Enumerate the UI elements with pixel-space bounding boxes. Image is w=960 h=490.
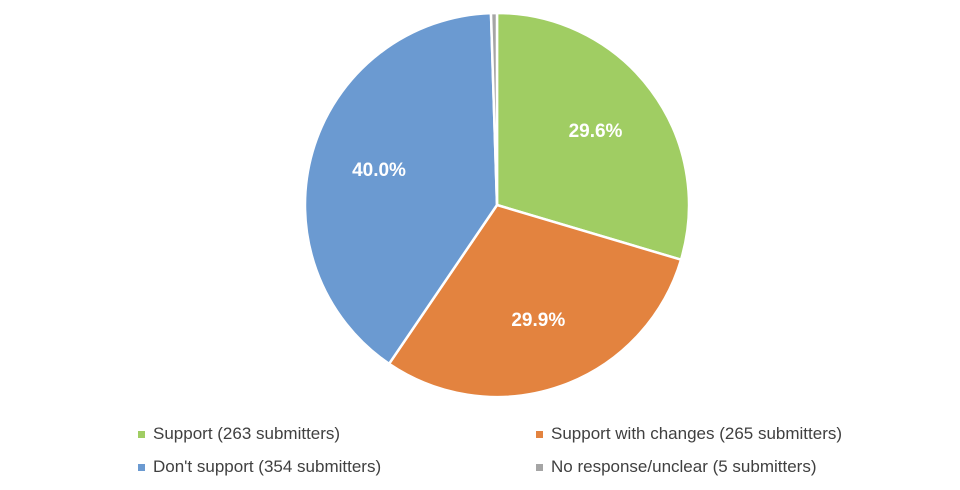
pie-slice-no-response xyxy=(489,11,499,207)
legend-label-dont-support: Don't support (354 submitters) xyxy=(153,457,382,476)
pie-slice-support-with-changes xyxy=(387,203,683,399)
legend-item-support: Support (263 submitters) xyxy=(138,424,340,444)
legend-label-support: Support (263 submitters) xyxy=(153,424,341,443)
legend-label-support-with-changes: Support with changes (265 submitters) xyxy=(551,424,843,443)
data-label-support-with-changes: 29.9% xyxy=(511,310,565,331)
legend-swatch-support xyxy=(138,430,145,438)
legend-item-support-with-changes: Support with changes (265 submitters) xyxy=(536,424,842,444)
legend-swatch-support-with-changes xyxy=(536,430,543,438)
legend-swatch-no-response xyxy=(536,463,543,471)
pie-slice-dont-support xyxy=(303,11,499,366)
legend-swatch-dont-support xyxy=(138,463,145,471)
legend-item-dont-support: Don't support (354 submitters) xyxy=(138,457,381,477)
legend-label-no-response: No response/unclear (5 submitters) xyxy=(551,457,817,476)
pie-slice-support xyxy=(495,11,691,261)
legend: Support (263 submitters) Support with ch… xyxy=(138,420,938,484)
pie-plot-area: 29.6% 29.9% 40.0% xyxy=(303,11,691,399)
legend-item-no-response: No response/unclear (5 submitters) xyxy=(536,457,817,477)
data-label-dont-support: 40.0% xyxy=(352,160,406,181)
data-label-support: 29.6% xyxy=(569,121,623,142)
